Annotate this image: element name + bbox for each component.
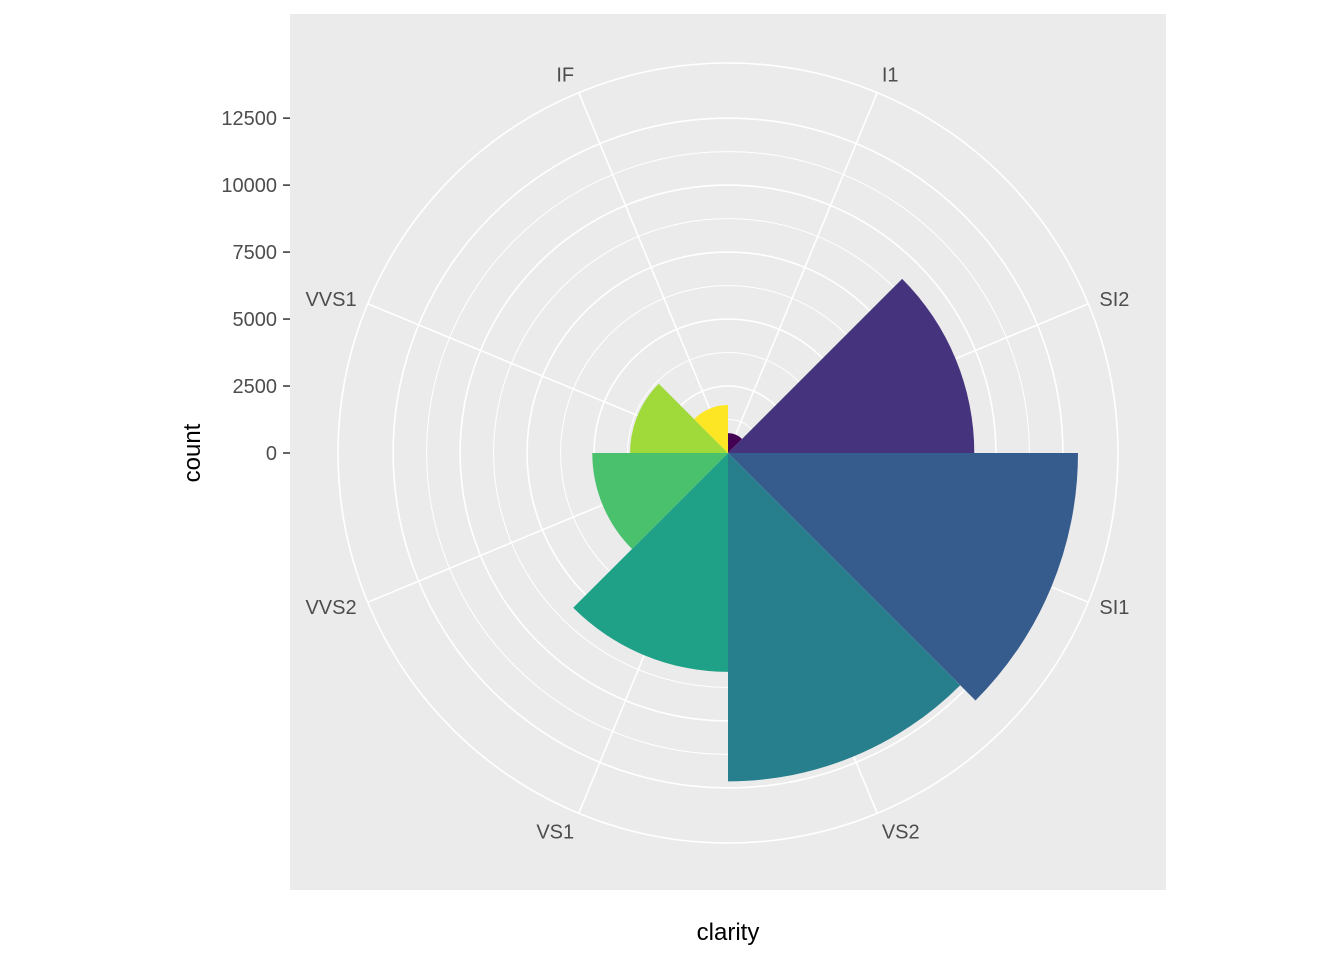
bar-si1 [728,453,1078,701]
category-label: VS1 [536,821,574,843]
y-tick-label: 10000 [221,175,277,197]
y-tick-label: 0 [266,443,277,465]
y-tick-label: 7500 [233,242,278,264]
category-labels: I1 SI2 SI1 VS2 VS1 VVS2 VVS1 IF [305,65,1129,844]
y-tick-label: 2500 [233,376,278,398]
y-tick-label: 12500 [221,108,277,130]
grid-spoke [578,92,729,454]
bar-vs1 [573,453,728,672]
bars [573,278,1078,782]
bar-si2 [728,278,975,453]
category-label: VVS1 [305,289,356,311]
bar-vs2 [728,453,961,782]
grid-outer-circle [337,62,1119,844]
grid-spoke [727,92,878,454]
category-label: VS2 [882,821,920,843]
category-label: SI1 [1099,597,1129,619]
y-tick-label: 5000 [233,309,278,331]
category-label: SI2 [1099,289,1129,311]
category-label: VVS2 [305,597,356,619]
y-axis-title: count [179,423,206,482]
bar-if [694,405,728,453]
x-axis-title: clarity [697,919,760,946]
y-axis: 0 2500 5000 7500 10000 12500 [221,108,290,465]
bar-i1 [728,433,743,453]
category-label: I1 [882,65,899,87]
bar-vvs1 [630,383,728,453]
category-label: IF [556,65,574,87]
bar-vvs2 [592,453,728,549]
